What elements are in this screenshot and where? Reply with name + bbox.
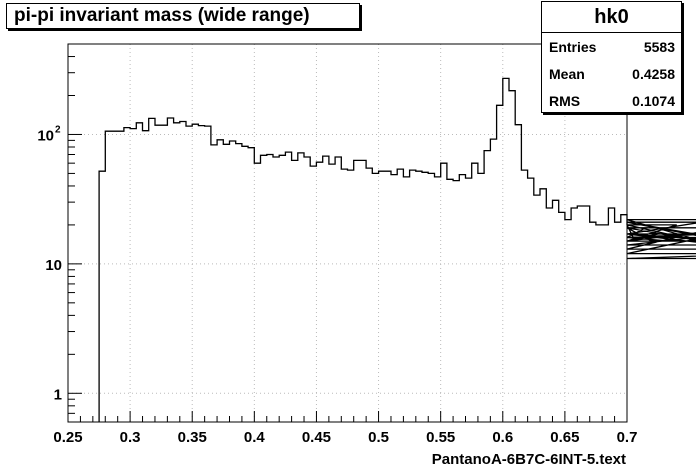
axis-ticks: [67, 43, 628, 423]
y-tick-label: 1: [54, 386, 62, 403]
plot-frame: [67, 43, 628, 423]
x-tick-label: 0.3: [120, 429, 141, 446]
stats-label: Mean: [549, 65, 585, 82]
x-tick-label: 0.35: [178, 429, 207, 446]
x-tick-label: 0.4: [244, 429, 266, 446]
chart-title: pi-pi invariant mass (wide range): [6, 3, 360, 29]
x-tick-label: 0.6: [492, 429, 513, 446]
x-tick-label: 0.55: [426, 429, 455, 446]
stats-row-entries: Entries 5583: [542, 33, 681, 60]
y-tick-exponent: 2: [55, 124, 61, 135]
stats-value: 0.4258: [632, 65, 675, 82]
stats-row-rms: RMS 0.1074: [542, 87, 681, 114]
stats-box: hk0 Entries 5583 Mean 0.4258 RMS 0.1074: [541, 1, 682, 113]
stats-histogram-name: hk0: [542, 2, 681, 33]
stats-label: RMS: [549, 92, 581, 109]
x-axis-title: PantanoA-6B7C-6INT-5.text: [431, 451, 626, 468]
histogram-line: [98, 77, 696, 422]
x-tick-label: 0.7: [617, 429, 638, 446]
x-tick-label: 0.65: [550, 429, 579, 446]
axis-labels: 0.25 0.3 0.35 0.4 0.45 0.5 0.55 0.6 0.65 0.710 210…: [37, 124, 637, 446]
stats-label: Entries: [549, 38, 597, 55]
x-tick-label: 0.25: [53, 429, 82, 446]
stats-row-mean: Mean 0.4258: [542, 60, 681, 87]
x-tick-label: 0.5: [368, 429, 389, 446]
y-tick-label: 10: [45, 257, 62, 274]
stats-value: 0.1074: [632, 92, 675, 109]
stats-value: 5583: [643, 38, 675, 55]
x-tick-label: 0.45: [302, 429, 331, 446]
y-tick-label: 10: [37, 127, 54, 144]
